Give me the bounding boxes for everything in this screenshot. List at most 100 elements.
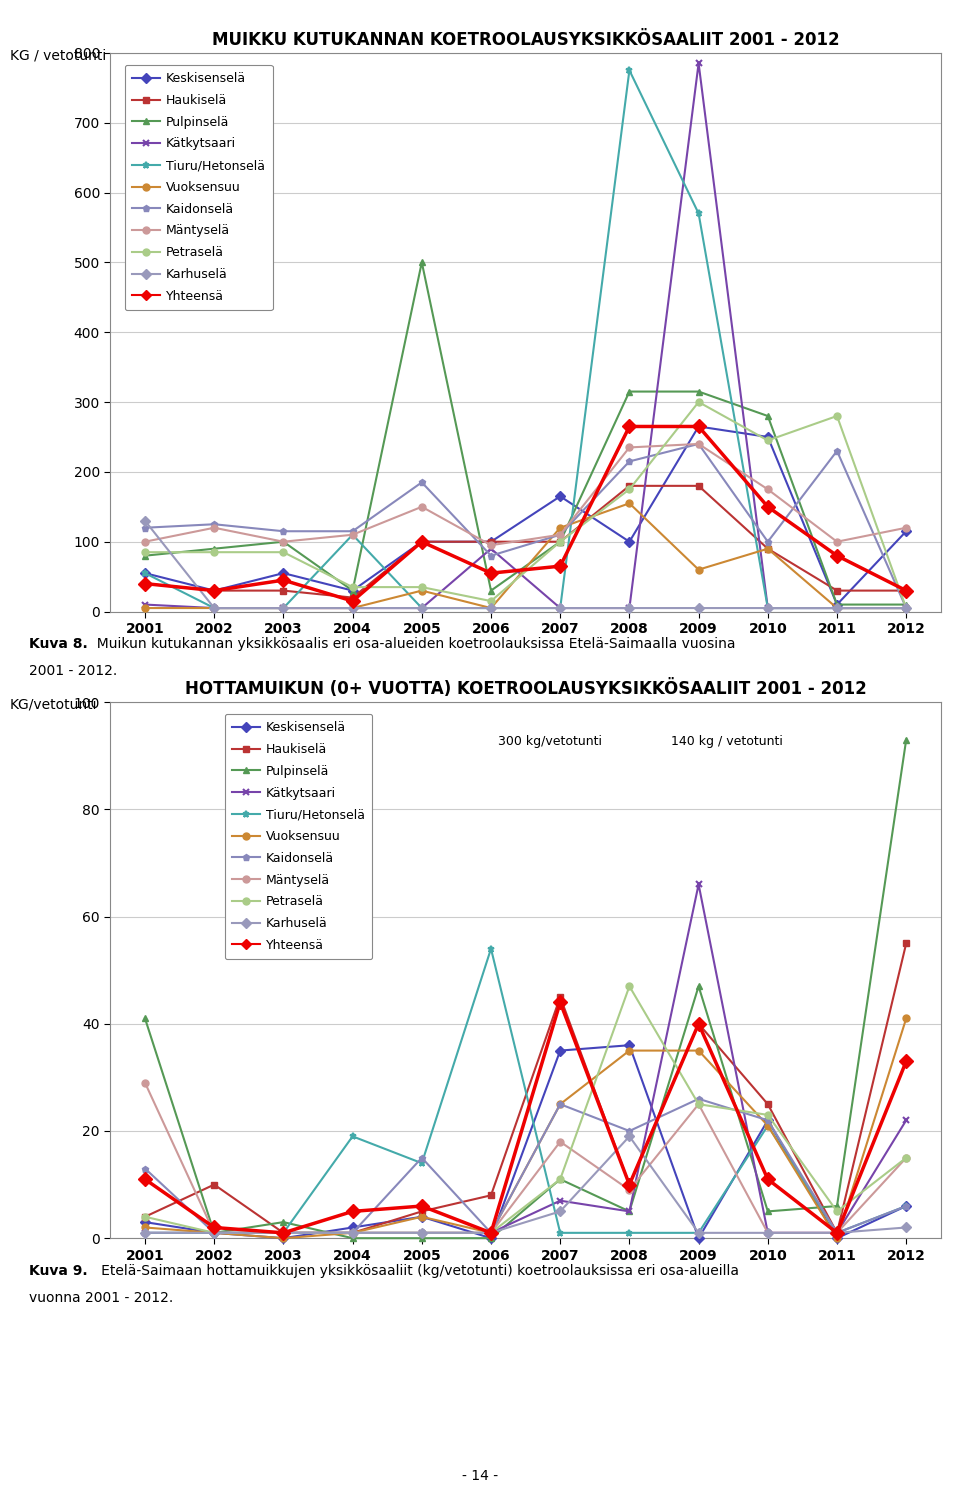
- Tiuru/Hetonselä: [624, 62, 636, 80]
- Keskisenselä: [347, 1219, 358, 1237]
- Tiuru/Hetonselä: [762, 599, 774, 618]
- Tiuru/Hetonselä: [347, 1128, 358, 1146]
- Pulpinselä: [900, 595, 912, 613]
- Kaidonselä: [416, 1149, 427, 1167]
- Petraselä: [831, 1202, 843, 1220]
- Vuoksensuu: [139, 1219, 151, 1237]
- Text: KG / vetotunti: KG / vetotunti: [10, 48, 106, 62]
- Line: Keskisenselä: Keskisenselä: [141, 1042, 910, 1241]
- Line: Petraselä: Petraselä: [141, 983, 910, 1237]
- Line: Keskisenselä: Keskisenselä: [141, 423, 910, 609]
- Yhteensä: [900, 1052, 912, 1071]
- Yhteensä: [762, 1170, 774, 1188]
- Kätkytsaari: [277, 1223, 289, 1241]
- Line: Tiuru/Hetonselä: Tiuru/Hetonselä: [141, 66, 910, 612]
- Mäntyselä: [900, 1149, 912, 1167]
- Haukiselä: [277, 1223, 289, 1241]
- Tiuru/Hetonselä: [277, 1223, 289, 1241]
- Mäntyselä: [831, 1223, 843, 1241]
- Keskisenselä: [139, 1213, 151, 1231]
- Kaidonselä: [347, 522, 358, 541]
- Kätkytsaari: [277, 599, 289, 618]
- Haukiselä: [555, 988, 566, 1006]
- Vuoksensuu: [624, 494, 636, 512]
- Karhuselä: [139, 512, 151, 530]
- Mäntyselä: [416, 1223, 427, 1241]
- Karhuselä: [831, 599, 843, 618]
- Yhteensä: [139, 1170, 151, 1188]
- Karhuselä: [485, 1223, 496, 1241]
- Kaidonselä: [762, 533, 774, 551]
- Tiuru/Hetonselä: [900, 1197, 912, 1216]
- Kätkytsaari: [347, 599, 358, 618]
- Kätkytsaari: [139, 595, 151, 613]
- Haukiselä: [416, 533, 427, 551]
- Yhteensä: [485, 1223, 496, 1241]
- Tiuru/Hetonselä: [416, 599, 427, 618]
- Keskisenselä: [485, 1229, 496, 1247]
- Kaidonselä: [831, 442, 843, 461]
- Petraselä: [555, 1170, 566, 1188]
- Karhuselä: [139, 1223, 151, 1241]
- Haukiselä: [139, 575, 151, 593]
- Kätkytsaari: [831, 1223, 843, 1241]
- Mäntyselä: [485, 1223, 496, 1241]
- Pulpinselä: [416, 254, 427, 272]
- Kaidonselä: [277, 1223, 289, 1241]
- Vuoksensuu: [555, 1095, 566, 1113]
- Mäntyselä: [139, 1074, 151, 1092]
- Text: Muikun kutukannan yksikkösaalis eri osa-alueiden koetroolauksissa Etelä-Saimaall: Muikun kutukannan yksikkösaalis eri osa-…: [88, 637, 735, 651]
- Haukiselä: [416, 1202, 427, 1220]
- Keskisenselä: [139, 565, 151, 583]
- Yhteensä: [277, 1223, 289, 1241]
- Line: Karhuselä: Karhuselä: [141, 518, 910, 612]
- Haukiselä: [762, 539, 774, 557]
- Karhuselä: [485, 599, 496, 618]
- Mäntyselä: [693, 435, 705, 453]
- Karhuselä: [416, 1223, 427, 1241]
- Karhuselä: [624, 1128, 636, 1146]
- Vuoksensuu: [693, 1042, 705, 1060]
- Yhteensä: [208, 1219, 220, 1237]
- Pulpinselä: [555, 1170, 566, 1188]
- Line: Mäntyselä: Mäntyselä: [141, 1080, 910, 1237]
- Karhuselä: [277, 1223, 289, 1241]
- Yhteensä: [139, 575, 151, 593]
- Keskisenselä: [485, 533, 496, 551]
- Yhteensä: [762, 498, 774, 516]
- Haukiselä: [347, 1223, 358, 1241]
- Yhteensä: [831, 1223, 843, 1241]
- Pulpinselä: [208, 1223, 220, 1241]
- Keskisenselä: [416, 1208, 427, 1226]
- Kaidonselä: [693, 1090, 705, 1108]
- Karhuselä: [762, 599, 774, 618]
- Mäntyselä: [762, 480, 774, 498]
- Mäntyselä: [208, 519, 220, 538]
- Kaidonselä: [693, 435, 705, 453]
- Haukiselä: [831, 581, 843, 599]
- Tiuru/Hetonselä: [555, 1223, 566, 1241]
- Vuoksensuu: [485, 1223, 496, 1241]
- Vuoksensuu: [208, 1223, 220, 1241]
- Kaidonselä: [831, 1223, 843, 1241]
- Keskisenselä: [208, 581, 220, 599]
- Pulpinselä: [139, 547, 151, 565]
- Keskisenselä: [277, 565, 289, 583]
- Kaidonselä: [277, 522, 289, 541]
- Petraselä: [277, 544, 289, 562]
- Mäntyselä: [347, 1223, 358, 1241]
- Kätkytsaari: [693, 876, 705, 894]
- Mäntyselä: [555, 1132, 566, 1151]
- Petraselä: [624, 977, 636, 995]
- Kätkytsaari: [555, 1191, 566, 1210]
- Vuoksensuu: [900, 599, 912, 618]
- Karhuselä: [208, 1223, 220, 1241]
- Line: Kätkytsaari: Kätkytsaari: [141, 60, 910, 612]
- Haukiselä: [762, 1095, 774, 1113]
- Pulpinselä: [485, 1229, 496, 1247]
- Yhteensä: [900, 581, 912, 599]
- Yhteensä: [624, 1175, 636, 1193]
- Vuoksensuu: [416, 581, 427, 599]
- Pulpinselä: [693, 977, 705, 995]
- Haukiselä: [139, 1208, 151, 1226]
